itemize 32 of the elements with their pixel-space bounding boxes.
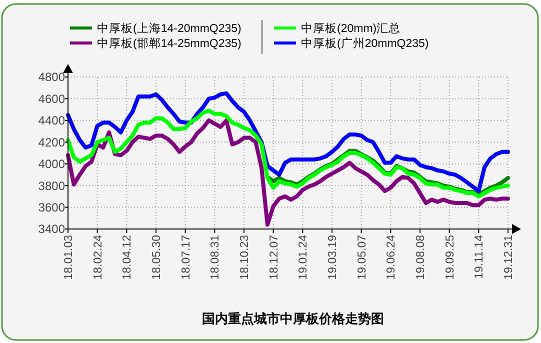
x-tick-label: 18.01.03 [63, 235, 76, 280]
y-tick-label: 4600 [38, 92, 66, 106]
line-series [66, 108, 510, 198]
x-tick-label: 19.11.14 [474, 234, 486, 279]
x-tick-label: 19.06.24 [386, 234, 398, 280]
x-tick-label: 18.07.17 [180, 235, 192, 280]
text: 国内重点城市中厚板价格走势图 [202, 311, 384, 326]
y-tick-label: 4800 [38, 70, 66, 84]
y-tick-label: 4200 [38, 135, 66, 150]
x-tick-label: 18.10.23 [239, 235, 252, 280]
y-tick-label: 4400 [38, 114, 66, 128]
x-tick-label: 19.01.24 [298, 234, 310, 280]
x-tick-label: 18.04.12 [122, 235, 134, 280]
x-tick-label: 18.08.31 [210, 235, 222, 280]
y-tick-label: 3400 [38, 222, 66, 236]
legend-label: 中厚板(广州20mmQ235) [301, 36, 429, 50]
y-tick-label: 3600 [38, 200, 66, 214]
legend-label: 中厚板(上海14-20mmQ235) [97, 22, 242, 36]
x-tick-label: 19.03.19 [327, 235, 340, 280]
x-tick-label: 19.05.07 [356, 235, 368, 280]
x-tick-label: 18.02.24 [92, 234, 104, 280]
y-tick-label: 4000 [38, 157, 66, 172]
x-tick-label: 18.12.07 [268, 235, 280, 280]
x-tick-label: 19.08.08 [415, 235, 428, 280]
x-tick-label: 19.12.31 [503, 235, 516, 280]
legend-label: 中厚板(20mm)汇总 [301, 22, 401, 36]
legend-label: 中厚板(邯郸14-25mmQ235) [97, 36, 242, 50]
line-series [66, 91, 510, 193]
line-series [66, 118, 510, 227]
x-tick-label: 18.05.30 [151, 235, 164, 280]
x-tick-label: 19.09.25 [444, 235, 456, 280]
y-tick-label: 3800 [38, 178, 66, 193]
